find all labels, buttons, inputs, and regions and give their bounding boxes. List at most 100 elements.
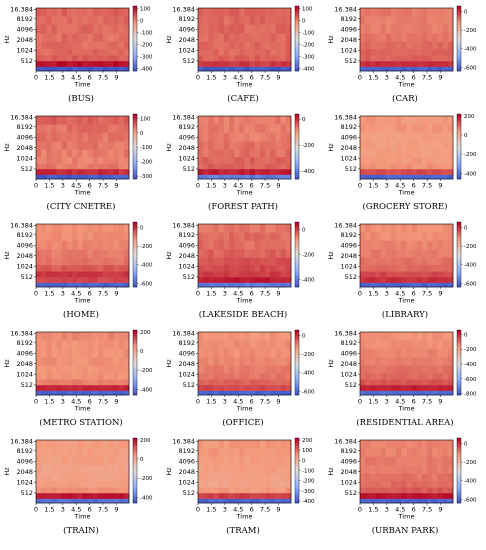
colorbar-segment [133, 117, 137, 120]
spectrogram-cell [391, 365, 397, 374]
spectrogram-cell [380, 390, 387, 396]
spectrogram-cell [385, 271, 392, 278]
spectrogram-cell [218, 55, 225, 62]
spectrogram-cell [447, 390, 454, 396]
spectrogram-cell [46, 384, 52, 391]
colorbar-segment [457, 346, 461, 349]
spectrogram-cell [406, 41, 412, 50]
x-axis-label: Time [236, 81, 253, 89]
spectrogram-cell [365, 124, 371, 133]
y-axis-label: Hz [165, 359, 173, 368]
colorbar-segment [133, 6, 137, 8]
spectrogram-cell [108, 357, 114, 366]
spectrogram-cell [275, 168, 281, 175]
spectrogram-cell [260, 24, 266, 34]
spectrogram-cell [401, 232, 407, 241]
spectrogram-cell [427, 60, 433, 67]
spectrogram-cell [218, 24, 225, 34]
spectrogram-cell [213, 379, 219, 386]
spectrogram-cell [411, 174, 418, 180]
spectrogram-cell [396, 282, 402, 288]
colorbar-segment [295, 226, 299, 229]
colorbar-segment [133, 354, 137, 357]
spectrogram-cell [92, 60, 99, 67]
spectrogram-cell [401, 8, 407, 17]
spectrogram-cell [365, 163, 371, 170]
spectrogram-cell [380, 384, 387, 391]
spectrogram-cell [92, 365, 99, 374]
spectrogram-cell [280, 60, 287, 67]
spectrogram-cell [447, 224, 454, 233]
spectrogram-cell [280, 132, 287, 142]
spectrogram-cell [380, 224, 387, 233]
colorbar-segment [295, 442, 299, 445]
spectrogram-cell [56, 448, 63, 457]
spectrogram-cell [416, 384, 423, 391]
spectrogram-cell [375, 168, 381, 175]
spectrogram-cell [82, 480, 88, 488]
colorbar-segment [457, 249, 461, 252]
colorbar-segment [295, 170, 299, 173]
colorbar-segment [295, 156, 299, 159]
spectrogram-cell [218, 348, 225, 358]
spectrogram-cell [108, 465, 114, 474]
spectrogram-cell [380, 332, 387, 341]
colorbar-segment [133, 43, 137, 46]
colorbar-segment [133, 49, 137, 52]
spectrogram-cell [103, 271, 109, 278]
spectrogram-cell [87, 240, 94, 250]
y-tick-label: 1024 [178, 263, 195, 271]
colorbar-segment [295, 357, 299, 360]
spectrogram-cell [375, 132, 381, 142]
spectrogram-cell [223, 448, 230, 457]
colorbar-segment [295, 373, 299, 376]
y-tick-label: 512 [21, 489, 33, 497]
x-tick-label: 0 [34, 290, 38, 298]
spectrogram-cell [108, 66, 114, 72]
y-tick-label: 8192 [340, 15, 357, 23]
spectrogram-cell [229, 264, 235, 272]
spectrogram-cell [254, 264, 261, 272]
spectrogram-cell [375, 456, 381, 466]
spectrogram-cell [223, 48, 230, 56]
spectrogram-cell [82, 33, 88, 42]
spectrogram-cell [36, 440, 42, 449]
colorbar-segment [295, 243, 299, 246]
y-tick-label: 16.384 [10, 438, 33, 446]
spectrogram-cell [123, 498, 130, 504]
spectrogram-cell [218, 116, 225, 125]
spectrogram-cell [36, 390, 42, 396]
spectrogram-cell [61, 60, 68, 67]
spectrogram-cell [208, 480, 214, 488]
spectrogram-cell [41, 390, 47, 396]
spectrogram-cell [270, 55, 276, 62]
spectrogram-cell [229, 116, 235, 125]
colorbar-segment [133, 386, 137, 389]
colorbar-segment [295, 154, 299, 157]
colorbar-segment [133, 356, 137, 358]
spectrogram-cell [56, 132, 63, 142]
spectrogram-cell [77, 365, 83, 374]
spectrogram-cell [87, 365, 94, 374]
colorbar-segment [133, 122, 137, 125]
spectrogram-cell [46, 498, 52, 504]
x-axis-label: Time [398, 405, 415, 413]
spectrogram-cell [51, 41, 57, 50]
colorbar-segment [295, 470, 299, 473]
spectrogram-cell [82, 440, 88, 449]
colorbar-segment [295, 53, 299, 56]
spectrogram-cell [92, 163, 99, 170]
spectrogram-cell [203, 456, 209, 466]
spectrogram-cell [41, 41, 47, 50]
spectrogram-cell [437, 8, 443, 17]
spectrogram-cell [82, 456, 88, 466]
spectrogram-cell [416, 149, 423, 158]
spectrogram-cell [416, 16, 423, 25]
spectrogram-cell [406, 487, 412, 494]
colorbar-segment [457, 140, 461, 142]
spectrogram-cell [198, 33, 204, 42]
spectrogram-cell [285, 163, 292, 170]
colorbar-segment [133, 262, 137, 265]
spectrogram-cell [411, 440, 418, 449]
spectrogram-cell [416, 116, 423, 125]
